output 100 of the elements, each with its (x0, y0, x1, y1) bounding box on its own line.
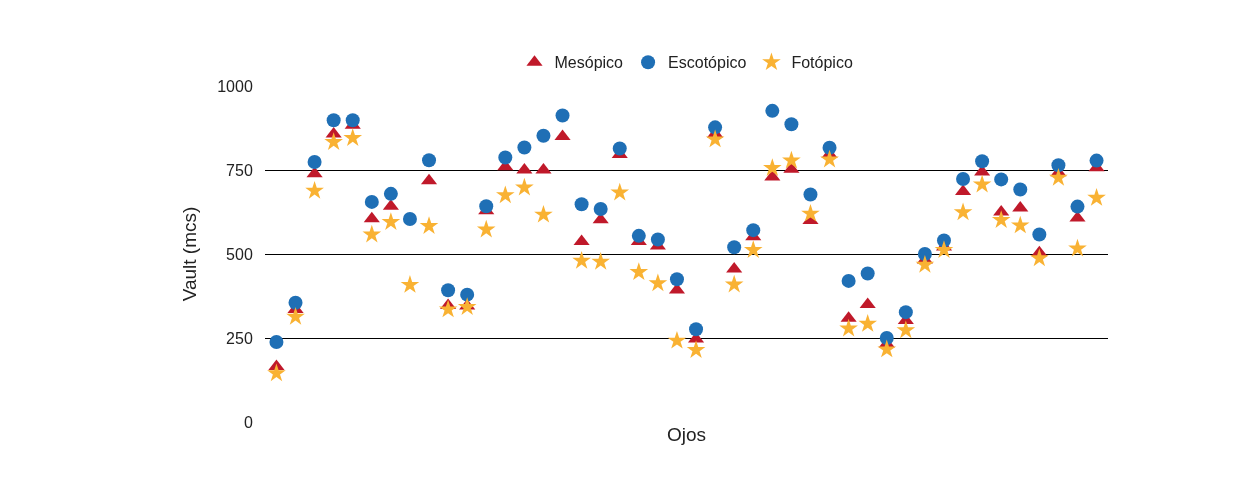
point (820, 149, 839, 168)
point (782, 150, 801, 169)
point (765, 103, 780, 118)
point (1030, 248, 1049, 267)
point (441, 283, 456, 298)
point (422, 153, 437, 168)
point (822, 140, 837, 155)
point (381, 212, 401, 231)
point (784, 117, 799, 132)
point (495, 185, 515, 204)
point (743, 240, 763, 258)
point (402, 212, 417, 227)
point (400, 275, 420, 293)
point (669, 272, 684, 287)
point (479, 199, 494, 214)
point (345, 113, 360, 128)
point (648, 273, 668, 292)
point (362, 224, 382, 243)
point (917, 247, 932, 261)
legend-label: Mesópico (554, 54, 624, 72)
point (324, 132, 343, 151)
point (286, 307, 305, 325)
point (364, 194, 379, 209)
point (879, 331, 894, 345)
point (343, 128, 363, 147)
y-tick-label: 750 (226, 161, 253, 179)
point (307, 154, 322, 169)
point (877, 339, 897, 358)
point (476, 219, 496, 238)
point (419, 216, 439, 235)
point (915, 254, 935, 273)
point (860, 266, 875, 281)
point (1049, 167, 1068, 186)
point (898, 305, 913, 320)
point (803, 187, 818, 202)
point (956, 172, 971, 187)
point (631, 228, 646, 243)
point (727, 240, 742, 255)
point (305, 181, 324, 199)
point (629, 262, 649, 281)
point (1070, 199, 1085, 214)
point (1012, 200, 1029, 212)
point (1089, 153, 1104, 168)
point (972, 174, 992, 193)
point (591, 251, 610, 270)
legend-label: Escotópico (668, 54, 747, 72)
point (746, 223, 761, 238)
point (705, 129, 725, 148)
point (1010, 215, 1030, 234)
point (708, 120, 723, 135)
point (574, 197, 589, 212)
point (610, 182, 630, 201)
point (1087, 188, 1106, 206)
y-tick-label: 500 (226, 245, 253, 263)
point (363, 211, 380, 223)
point (555, 108, 570, 123)
point (934, 240, 954, 258)
point (438, 299, 458, 318)
point (593, 201, 608, 216)
point (326, 113, 341, 128)
point (801, 203, 820, 222)
point (724, 274, 744, 293)
point (858, 314, 878, 332)
point (686, 340, 706, 359)
point (457, 297, 477, 316)
point (839, 318, 858, 337)
y-tick-label: 250 (226, 329, 253, 347)
point (1032, 227, 1047, 242)
point (306, 166, 323, 178)
point (267, 363, 286, 382)
point (994, 172, 1009, 187)
point (572, 250, 591, 269)
point (1051, 158, 1066, 173)
point (534, 204, 553, 223)
point (536, 128, 551, 143)
point (991, 210, 1011, 228)
point (896, 320, 916, 339)
point (460, 287, 475, 302)
point (288, 295, 303, 310)
legend-label: Fotópico (791, 54, 853, 72)
point (515, 177, 534, 196)
y-tick-label: 0 (243, 413, 253, 431)
point (573, 234, 590, 246)
point (689, 322, 704, 337)
point (841, 273, 856, 288)
point (1013, 182, 1028, 197)
point (975, 154, 990, 169)
y-axis-title: Vault (mcs) (179, 206, 201, 302)
point (612, 141, 627, 156)
point (517, 140, 532, 155)
point (498, 150, 513, 165)
point (650, 232, 665, 247)
point (763, 158, 782, 176)
point (269, 335, 284, 350)
x-axis-title: Ojos (666, 423, 707, 445)
y-tick-label: 1000 (217, 77, 253, 95)
point (1068, 238, 1087, 257)
point (953, 202, 973, 221)
point (667, 330, 687, 349)
point (383, 186, 398, 201)
